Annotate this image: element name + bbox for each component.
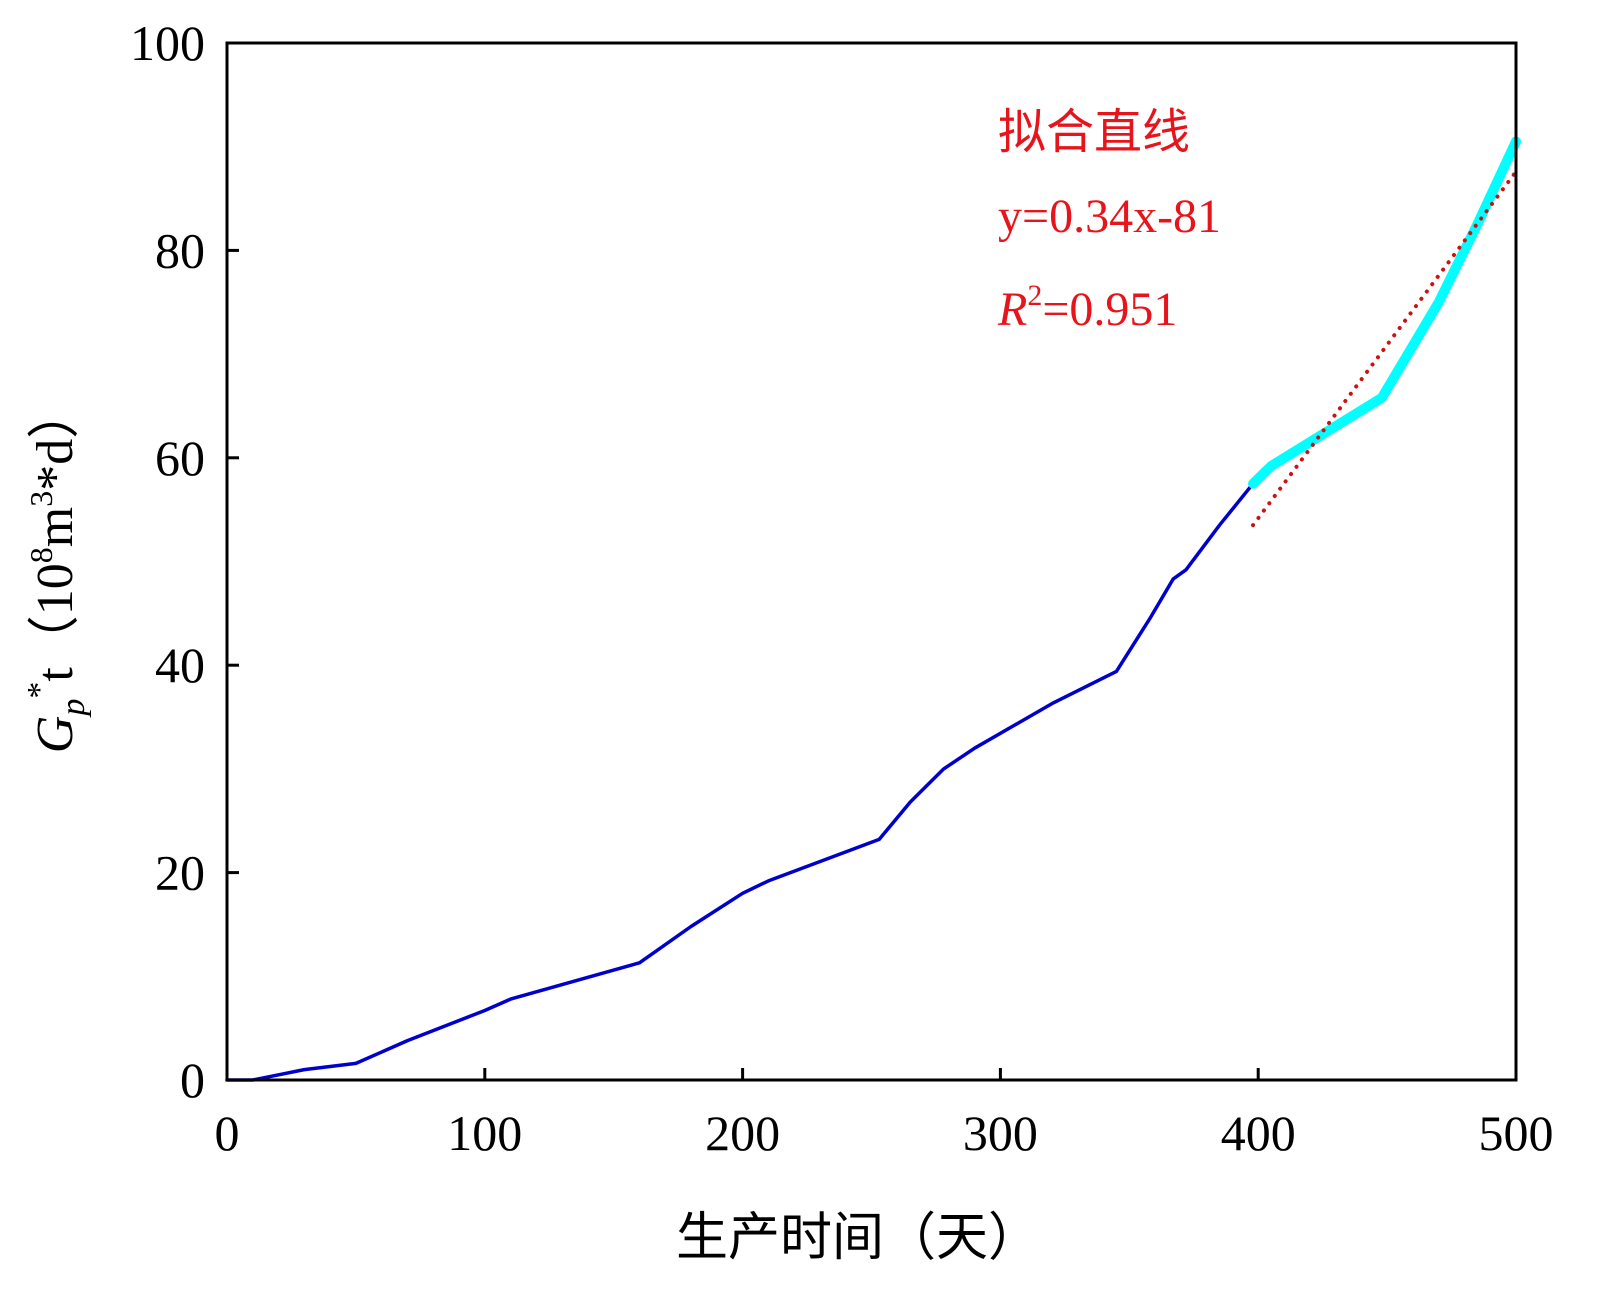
- x-tick-label: 400: [1221, 1105, 1296, 1161]
- series-layer: [225, 136, 1521, 1082]
- axis-ticks: 0 100 200 300 400 500 0 20 40 60 80 100: [130, 15, 1554, 1161]
- series-fitted-line: [1251, 169, 1518, 528]
- x-tick-label: 500: [1479, 1105, 1554, 1161]
- r2-sup: 2: [1027, 279, 1042, 312]
- x-tick-label: 0: [215, 1105, 240, 1161]
- x-tick-label: 100: [447, 1105, 522, 1161]
- annotation-r2: R2=0.951: [997, 279, 1177, 336]
- annotation-equation: y=0.34x-81: [998, 190, 1221, 243]
- series-fit-segment: [1248, 136, 1521, 489]
- y-tick-label: 40: [155, 637, 205, 693]
- y-tick-label: 20: [155, 845, 205, 901]
- r2-label: R: [997, 283, 1027, 336]
- x-tick-label: 200: [705, 1105, 780, 1161]
- fit-annotation: 拟合直线 y=0.34x-81 R2=0.951: [997, 106, 1221, 336]
- series-production-data: [225, 481, 1255, 1082]
- y-axis-label: Gp*t（108m3*d）: [21, 387, 92, 753]
- y-tick-label: 0: [180, 1052, 205, 1108]
- annotation-title: 拟合直线: [998, 106, 1190, 159]
- y-tick-label: 100: [130, 15, 205, 71]
- x-tick-label: 300: [963, 1105, 1038, 1161]
- plot-frame: [225, 41, 1518, 1082]
- r2-value: =0.951: [1042, 283, 1177, 336]
- y-tick-label: 60: [155, 430, 205, 486]
- x-axis-label: 生产时间（天）: [676, 1210, 1040, 1267]
- y-tick-label: 80: [155, 222, 205, 278]
